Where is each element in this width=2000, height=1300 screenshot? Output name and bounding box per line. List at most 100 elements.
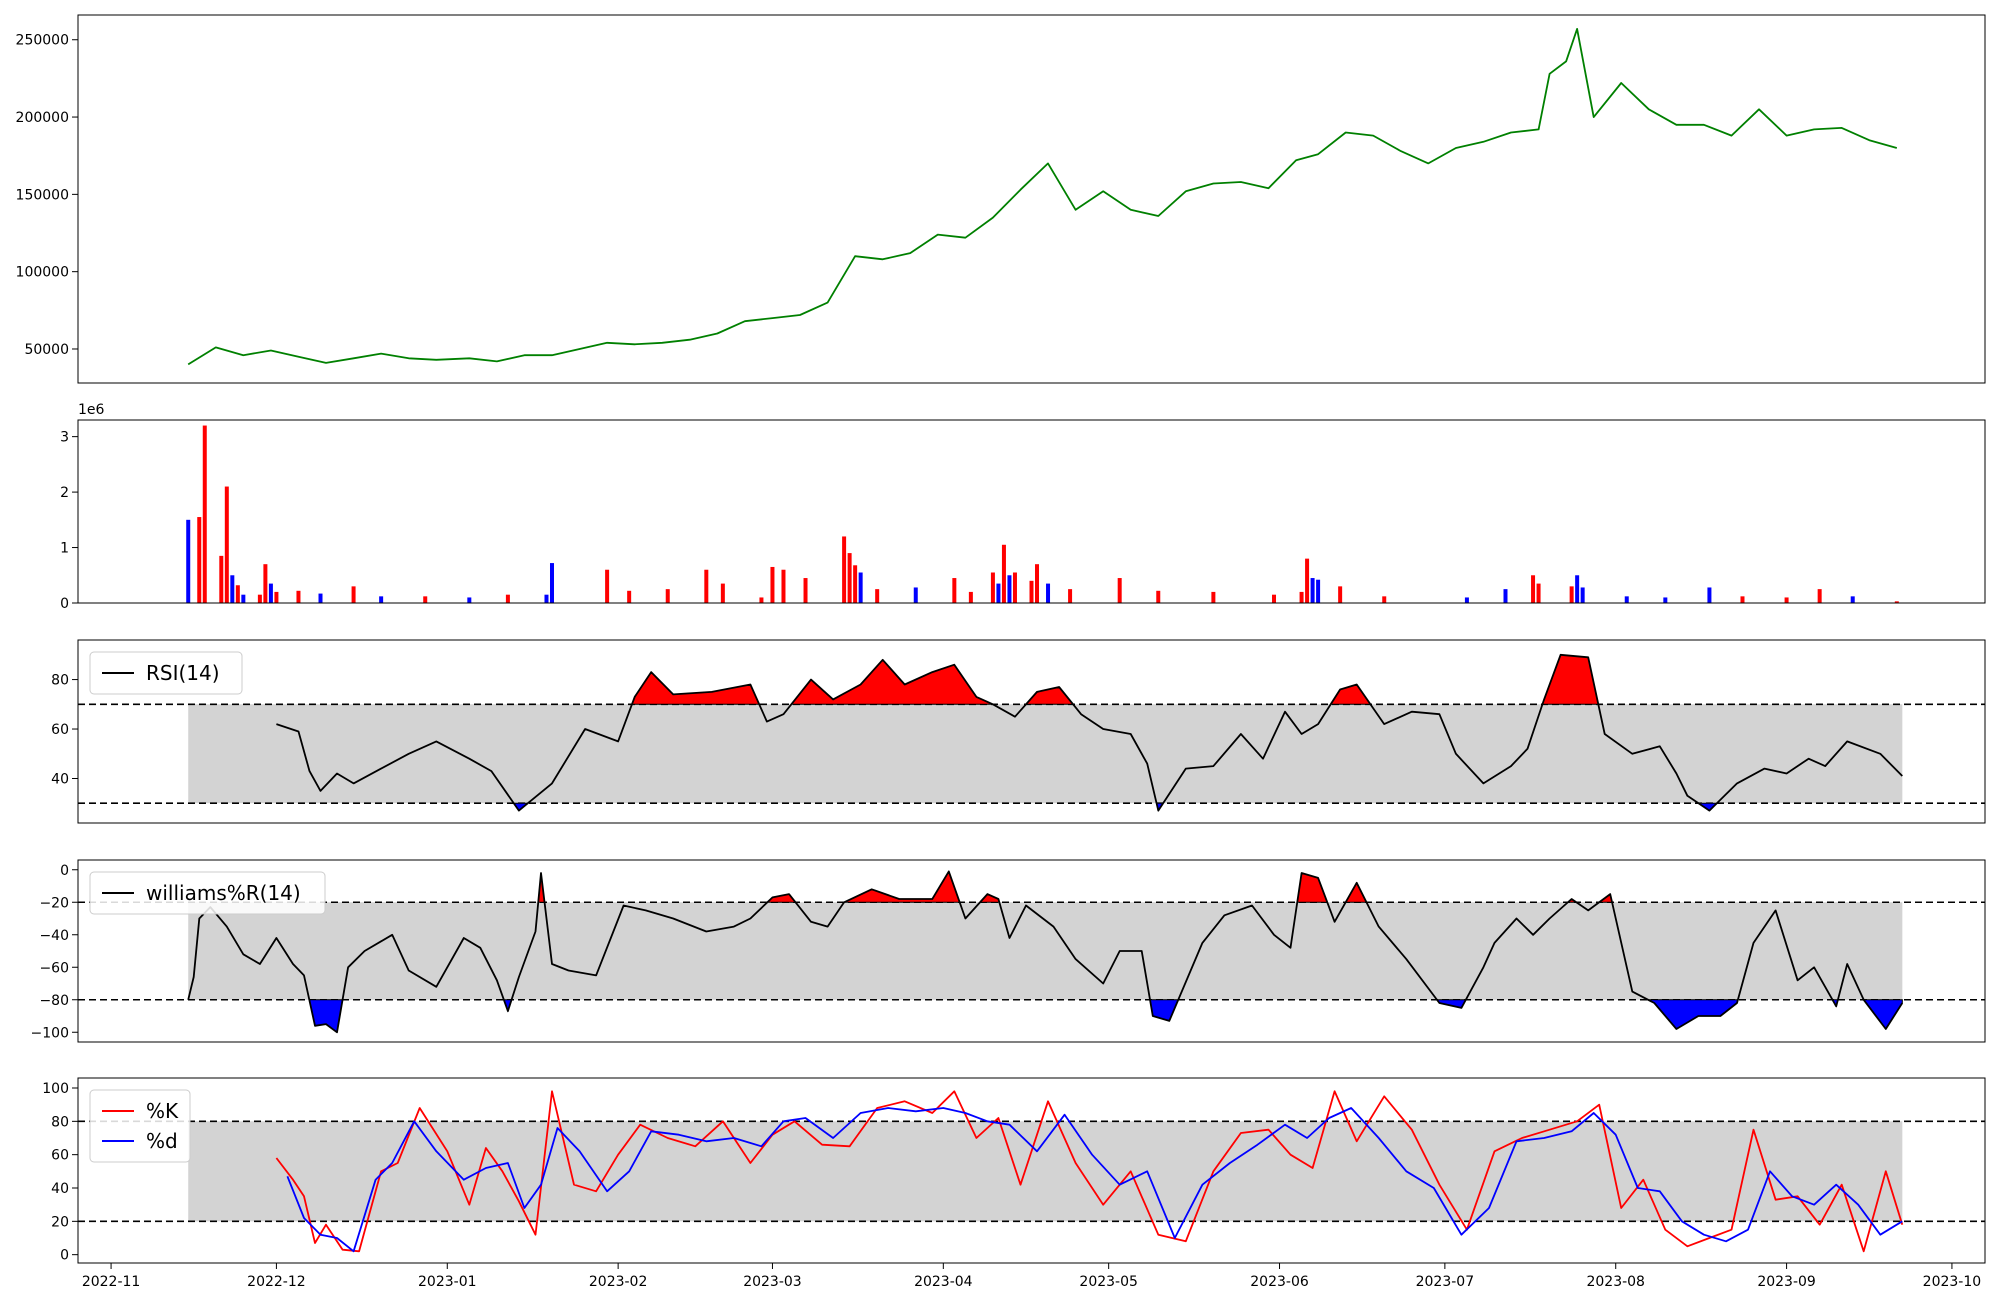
volume-bar xyxy=(1007,575,1012,603)
y-tick-label: 0 xyxy=(60,1248,69,1264)
volume-bar xyxy=(1305,558,1310,603)
volume-bar xyxy=(1310,578,1315,603)
volume-bar xyxy=(1382,596,1387,603)
volume-bar xyxy=(759,597,764,603)
volume-bar xyxy=(1464,597,1469,603)
volume-bar xyxy=(1575,575,1580,603)
volume-bar xyxy=(1850,596,1855,603)
volume-bar xyxy=(423,596,428,603)
y-tick-label: 60 xyxy=(51,1148,69,1164)
y-tick-label: 100 xyxy=(42,1081,69,1097)
axes-frame xyxy=(77,14,1986,384)
volume-bar xyxy=(1316,579,1321,603)
oversold-fill xyxy=(1647,999,1739,1030)
x-tick-label: 2023-02 xyxy=(589,1274,648,1290)
x-tick-label: 2023-04 xyxy=(914,1274,973,1290)
volume-bar xyxy=(1580,587,1585,603)
x-tick-label: 2023-07 xyxy=(1416,1274,1475,1290)
series-line-k xyxy=(275,1090,1904,1253)
volume-bar xyxy=(853,565,858,603)
volume-bar xyxy=(1740,596,1745,603)
volume-bar xyxy=(1503,589,1508,603)
legend-label: %d xyxy=(146,1129,178,1153)
x-tick-label: 2023-09 xyxy=(1757,1274,1816,1290)
volume-bar xyxy=(952,578,957,603)
y-tick-label: 80 xyxy=(51,673,69,689)
x-tick-label: 2023-10 xyxy=(1923,1274,1982,1290)
volume-bar xyxy=(875,589,880,603)
x-tick-label: 2023-08 xyxy=(1586,1274,1645,1290)
volume-bar xyxy=(268,583,273,603)
volume-bar xyxy=(858,572,863,603)
volume-bar xyxy=(230,575,235,603)
volume-bar xyxy=(274,591,279,603)
legend-label: williams%R(14) xyxy=(146,881,301,905)
panel-volume: 0 1 2 3 1e6 xyxy=(60,402,1986,612)
volume-bar xyxy=(1663,597,1668,603)
volume-bar xyxy=(544,594,549,603)
volume-bar xyxy=(296,590,301,603)
volume-bar xyxy=(1707,587,1712,603)
volume-bar xyxy=(1338,586,1343,603)
x-tick-label: 2023-05 xyxy=(1079,1274,1138,1290)
volume-bar xyxy=(1001,544,1006,603)
overbought-fill xyxy=(790,659,994,705)
legend-box xyxy=(89,1089,191,1163)
y-tick-label: −80 xyxy=(39,993,69,1009)
volume-bar xyxy=(704,569,709,603)
y-tick-label: 40 xyxy=(51,1181,69,1197)
y-tick-label: 200000 xyxy=(16,110,69,126)
volume-bar xyxy=(379,596,384,603)
legend-label: %K xyxy=(146,1099,179,1123)
legend-label: RSI(14) xyxy=(146,661,220,685)
volume-bar xyxy=(186,519,191,603)
volume-bar xyxy=(842,536,847,603)
series-line-williamsr14 xyxy=(187,870,1904,1034)
volume-bar xyxy=(263,564,268,603)
volume-bar xyxy=(1894,601,1899,603)
volume-bar xyxy=(1211,591,1216,603)
volume-bar xyxy=(1299,591,1304,603)
volume-bar xyxy=(996,583,1001,603)
volume-bar xyxy=(990,572,995,603)
panel-williams_r: 0 −20 −40 −60 −80 −100 williams%R(14) xyxy=(31,859,1986,1043)
volume-bar xyxy=(351,586,356,603)
volume-bar xyxy=(781,569,786,603)
volume-bar xyxy=(1046,583,1051,603)
y-tick-label: 20 xyxy=(51,1214,69,1230)
volume-bar xyxy=(219,555,224,603)
neutral-band xyxy=(188,902,1903,1000)
x-tick-label: 2023-06 xyxy=(1250,1274,1309,1290)
volume-bar xyxy=(627,590,632,603)
x-tick-label: 2022-12 xyxy=(247,1274,306,1290)
volume-bar xyxy=(241,594,246,603)
x-tick-label: 2023-01 xyxy=(418,1274,477,1290)
y-tick-label: 3 xyxy=(60,430,69,446)
volume-bar xyxy=(549,563,554,603)
volume-bar xyxy=(202,425,207,603)
legend-box xyxy=(89,871,326,915)
volume-bar xyxy=(318,593,323,603)
legend: williams%R(14) xyxy=(89,871,326,915)
y-tick-label: −100 xyxy=(31,1025,69,1041)
volume-bar xyxy=(467,597,472,603)
volume-bar xyxy=(1068,589,1073,603)
neutral-band xyxy=(188,704,1903,804)
volume-bar xyxy=(1272,594,1277,603)
volume-bar xyxy=(665,589,670,603)
volume-bar xyxy=(720,583,725,603)
volume-bar xyxy=(913,587,918,603)
offset-text: 1e6 xyxy=(78,402,105,418)
neutral-band xyxy=(188,1121,1903,1222)
y-tick-label: 1 xyxy=(60,541,69,557)
legend: %K %d xyxy=(89,1089,191,1163)
axes-frame xyxy=(77,859,1986,1043)
y-tick-label: 100000 xyxy=(16,265,69,281)
series-line-d xyxy=(286,1107,1903,1253)
volume-bar xyxy=(1117,578,1122,603)
overbought-fill xyxy=(631,671,760,705)
volume-bar xyxy=(1029,580,1034,603)
y-tick-label: 250000 xyxy=(16,33,69,49)
volume-bar xyxy=(968,591,973,603)
